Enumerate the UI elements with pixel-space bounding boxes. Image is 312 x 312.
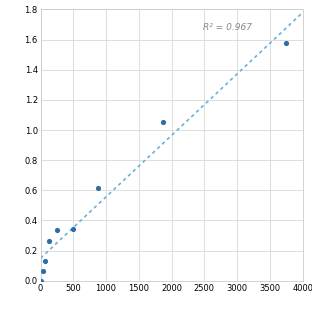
Point — [284, 41, 289, 46]
Point — [161, 119, 166, 124]
Text: R² = 0.967: R² = 0.967 — [203, 23, 252, 32]
Point — [40, 269, 45, 274]
Point — [38, 278, 43, 283]
Point — [71, 226, 76, 231]
Point — [46, 238, 51, 243]
Point — [95, 185, 100, 190]
Point — [42, 259, 47, 264]
Point — [54, 227, 59, 232]
